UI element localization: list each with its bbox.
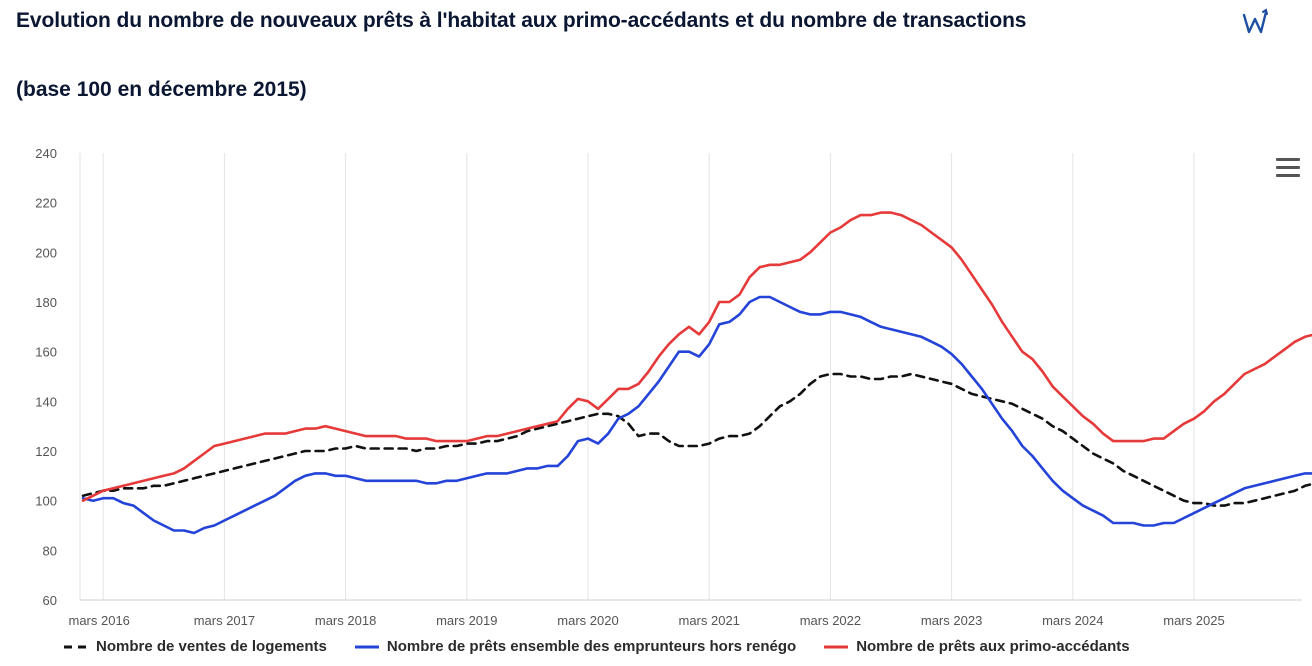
x-tick-label: mars 2018 — [315, 613, 376, 628]
legend-swatch — [354, 645, 379, 648]
series-line-2 — [81, 295, 1312, 535]
y-tick-label: 140 — [35, 394, 57, 409]
x-tick-label: mars 2019 — [436, 613, 497, 628]
y-tick-label: 80 — [43, 543, 57, 558]
chart-subtitle: (base 100 en décembre 2015) — [16, 78, 307, 101]
legend-label: Nombre de prêts aux primo-accédants — [856, 638, 1130, 655]
x-tick-label: mars 2021 — [678, 613, 739, 628]
x-tick-label: mars 2020 — [557, 613, 618, 628]
hamburger-menu-icon[interactable] — [1274, 158, 1302, 180]
y-tick-label: 180 — [35, 295, 57, 310]
legend-item-3[interactable]: Nombre de prêts aux primo-accédants — [822, 638, 1130, 655]
legend-label: Nombre de ventes de logements — [96, 638, 327, 655]
chart-legend: Nombre de ventes de logements Nombre de p… — [62, 638, 1130, 655]
x-tick-label: mars 2025 — [1163, 613, 1224, 628]
legend-item-1[interactable]: Nombre de ventes de logements — [62, 638, 327, 655]
y-tick-label: 200 — [35, 245, 57, 260]
x-tick-label: mars 2024 — [1042, 613, 1103, 628]
x-tick-label: mars 2017 — [194, 613, 255, 628]
y-tick-label: 240 — [35, 146, 57, 161]
legend-item-2[interactable]: Nombre de prêts ensemble des emprunteurs… — [353, 638, 796, 655]
w-logo-icon — [1242, 8, 1268, 34]
series-line-3 — [81, 211, 1312, 503]
series-line-1 — [81, 372, 1312, 507]
legend-swatch — [64, 645, 88, 648]
y-tick-label: 160 — [35, 345, 57, 360]
x-tick-label: mars 2023 — [921, 613, 982, 628]
y-tick-label: 120 — [35, 444, 57, 459]
x-tick-label: mars 2022 — [800, 613, 861, 628]
y-tick-label: 60 — [43, 593, 57, 608]
y-tick-label: 220 — [35, 196, 57, 211]
legend-label: Nombre de prêts ensemble des emprunteurs… — [386, 638, 797, 655]
legend-swatch — [824, 645, 849, 648]
chart-title: Evolution du nombre de nouveaux prêts à … — [16, 9, 1027, 32]
x-tick-label: mars 2016 — [68, 613, 129, 628]
y-tick-label: 100 — [35, 494, 57, 509]
